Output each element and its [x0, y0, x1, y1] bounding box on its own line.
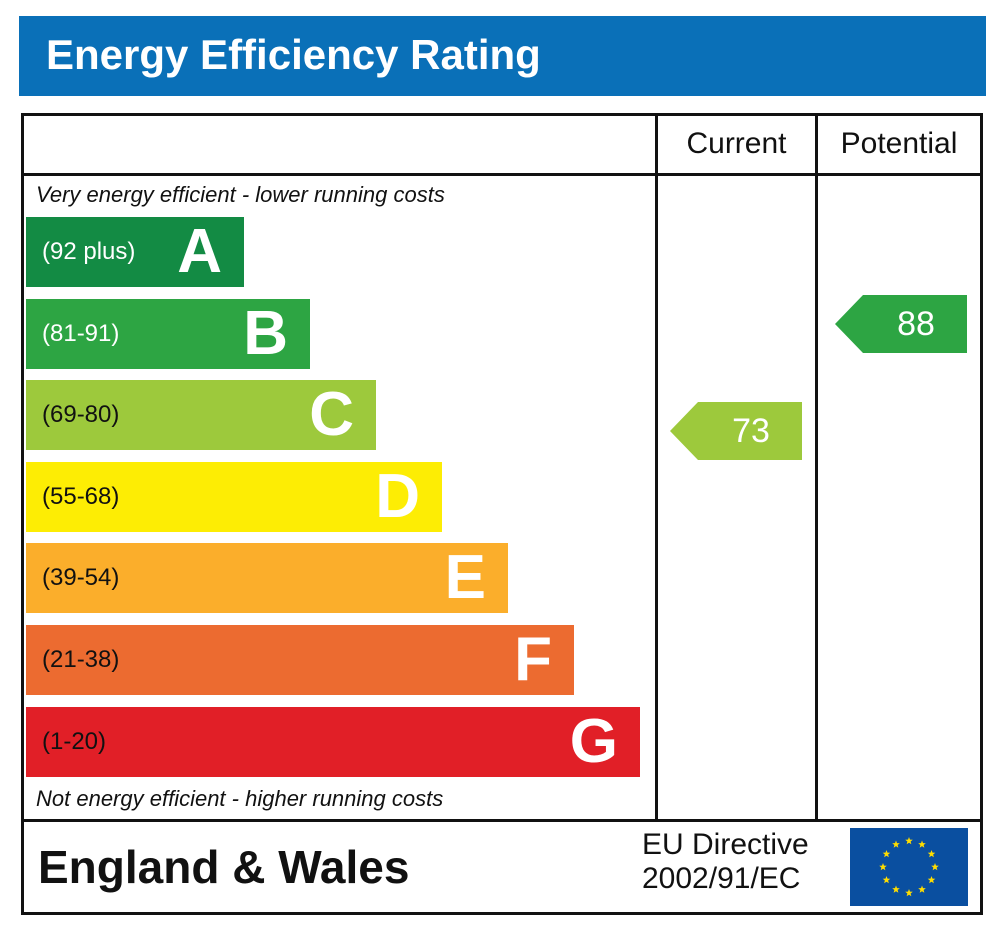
band-letter-label: F [514, 625, 552, 694]
band-f: (21-38) F [26, 625, 574, 695]
current-arrow-shape [670, 402, 802, 461]
caption-inefficient: Not energy efficient - higher running co… [36, 786, 444, 811]
band-range-label: (81-91) [42, 319, 120, 347]
band-letter-label: B [243, 298, 288, 368]
band-letter-label: C [309, 380, 354, 450]
region-label: England & Wales [38, 841, 410, 893]
band-letter-label: G [569, 706, 618, 776]
band-range-label: (55-68) [42, 482, 120, 510]
eu-star-icon [927, 876, 936, 884]
eu-star-icon [931, 863, 939, 871]
current-rating-arrow: 73 [670, 402, 802, 461]
band-range-label: (92 plus) [42, 238, 136, 265]
band-letter-label: A [177, 217, 222, 286]
band-range-label: (39-54) [42, 564, 120, 592]
divider-footer [24, 819, 980, 822]
eu-star-icon [892, 885, 900, 893]
band-d: (55-68) D [26, 461, 442, 532]
eu-star-icon [879, 863, 887, 871]
rating-frame: Current Potential Very energy efficient … [21, 113, 983, 915]
divider-header [24, 173, 980, 176]
eu-star-icon [927, 850, 936, 858]
band-c: (69-80) C [26, 380, 376, 451]
eu-star-icon [892, 840, 900, 848]
potential-rating-arrow: 88 [835, 294, 967, 353]
title-bar: Energy Efficiency Rating [19, 16, 986, 96]
band-letter-label: D [375, 461, 420, 531]
column-header-potential: Potential [840, 127, 958, 160]
eu-star-icon [905, 837, 913, 845]
current-rating-value: 73 [732, 412, 770, 451]
band-g: (1-20) G [26, 706, 640, 777]
eu-star-icon [905, 889, 913, 897]
caption-efficient: Very energy efficient - lower running co… [36, 182, 445, 207]
divider-current [655, 116, 658, 821]
eu-star-icon [918, 885, 926, 893]
divider-potential [815, 116, 818, 821]
band-range-label: (69-80) [42, 401, 120, 429]
band-range-label: (1-20) [42, 727, 107, 755]
directive-line-2: 2002/91/EC [642, 862, 801, 895]
potential-arrow-shape [835, 294, 967, 353]
column-header-current: Current [686, 127, 787, 160]
eu-star-icon [882, 876, 891, 884]
band-b: (81-91) B [26, 298, 310, 369]
eu-star-icon [918, 840, 926, 848]
band-range-label: (21-38) [42, 646, 120, 673]
eu-star-icon [882, 850, 891, 858]
band-letter-label: E [444, 543, 486, 613]
directive-line-1: EU Directive [642, 828, 809, 861]
band-e: (39-54) E [26, 543, 508, 614]
eu-directive: EU Directive 2002/91/EC [642, 828, 809, 896]
eu-flag-icon [850, 828, 968, 906]
potential-rating-value: 88 [897, 304, 935, 343]
band-a: (92 plus) A [26, 217, 244, 287]
page-title: Energy Efficiency Rating [46, 31, 541, 78]
